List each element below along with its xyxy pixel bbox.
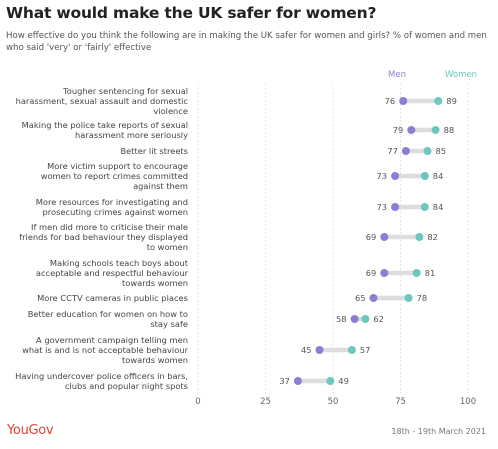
women-point <box>347 346 356 354</box>
women-value-label: 62 <box>373 314 384 324</box>
men-value-label: 77 <box>387 146 398 156</box>
women-value-label: 84 <box>433 171 444 181</box>
category-label: clubs and popular night spots <box>65 381 188 391</box>
men-point <box>369 294 378 302</box>
legend-women: Women <box>445 70 477 80</box>
men-point <box>401 147 410 155</box>
women-value-label: 85 <box>436 146 447 156</box>
x-tick-label: 25 <box>260 397 271 407</box>
category-label: Better lit streets <box>120 146 188 156</box>
women-point <box>415 233 424 241</box>
men-point <box>399 97 408 105</box>
men-value-label: 37 <box>279 376 290 386</box>
category-label: A government campaign telling men <box>36 335 188 345</box>
women-point <box>326 377 335 385</box>
survey-date: 18th - 19th March 2021 <box>391 427 486 436</box>
category-label: against them <box>133 181 188 191</box>
category-label: Making the police take reports of sexual <box>22 120 188 130</box>
women-point <box>420 172 429 180</box>
men-point <box>350 315 359 323</box>
men-point <box>407 126 416 134</box>
women-point <box>434 97 443 105</box>
men-value-label: 79 <box>393 125 404 135</box>
category-label: towards women <box>122 355 188 365</box>
men-point <box>315 346 324 354</box>
category-label: to women <box>147 242 188 252</box>
men-value-label: 65 <box>355 293 366 303</box>
men-value-label: 76 <box>385 96 396 106</box>
category-label: Making schools teach boys about <box>50 258 189 268</box>
women-value-label: 57 <box>360 345 371 355</box>
yougov-logo: YouGov <box>7 423 54 438</box>
women-value-label: 89 <box>446 96 457 106</box>
women-point <box>361 315 370 323</box>
men-value-label: 73 <box>377 202 388 212</box>
women-point <box>420 203 429 211</box>
x-tick-label: 0 <box>195 397 200 407</box>
category-label: women to report crimes committed <box>41 171 188 181</box>
women-point <box>431 126 440 134</box>
x-tick-label: 50 <box>328 397 339 407</box>
men-value-label: 73 <box>377 171 388 181</box>
category-label: Having undercover police officers in bar… <box>15 371 188 381</box>
men-point <box>391 203 400 211</box>
x-tick-label: 100 <box>460 397 476 407</box>
women-point <box>412 269 421 277</box>
category-label: More victim support to encourage <box>47 161 188 171</box>
category-label: friends for bad behaviour they displayed <box>19 232 188 242</box>
women-value-label: 81 <box>425 268 436 278</box>
men-value-label: 69 <box>366 232 377 242</box>
women-point <box>404 294 413 302</box>
category-label: towards women <box>122 278 188 288</box>
women-value-label: 88 <box>444 125 455 135</box>
women-value-label: 84 <box>433 202 444 212</box>
women-value-label: 82 <box>427 232 438 242</box>
men-point <box>380 269 389 277</box>
category-label: violence <box>153 106 188 116</box>
category-label: harassment, sexual assault and domestic <box>16 96 189 106</box>
men-point <box>380 233 389 241</box>
women-value-label: 49 <box>338 376 349 386</box>
women-value-label: 78 <box>417 293 428 303</box>
men-point <box>391 172 400 180</box>
men-value-label: 45 <box>301 345 312 355</box>
category-label: Better education for women on how to <box>28 309 188 319</box>
men-value-label: 58 <box>336 314 347 324</box>
category-label: acceptable and respectful behaviour <box>36 268 189 278</box>
category-label: stay safe <box>150 319 188 329</box>
category-label: If men did more to criticise their male <box>31 222 188 232</box>
category-label: prosecuting crimes against women <box>43 207 188 217</box>
category-label: More resources for investigating and <box>36 197 188 207</box>
women-point <box>423 147 432 155</box>
men-value-label: 69 <box>366 268 377 278</box>
category-label: harassment more seriously <box>75 130 188 140</box>
chart-title: What would make the UK safer for women? <box>6 4 377 22</box>
men-point <box>293 377 302 385</box>
x-tick-label: 75 <box>395 397 406 407</box>
category-label: Tougher sentencing for sexual <box>62 86 188 96</box>
chart-subtitle: How effective do you think the following… <box>6 31 487 53</box>
legend-men: Men <box>388 70 406 80</box>
category-label: More CCTV cameras in public places <box>37 293 188 303</box>
category-label: what is and is not acceptable behaviour <box>22 345 189 355</box>
